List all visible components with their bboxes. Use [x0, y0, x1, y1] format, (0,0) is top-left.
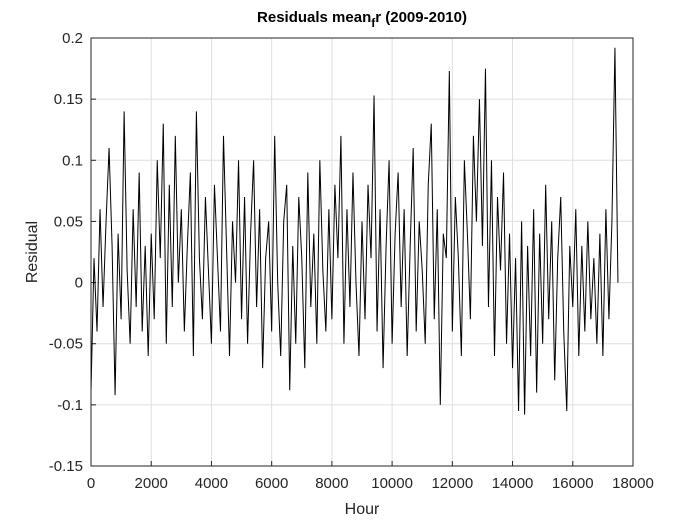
title-sub: f: [371, 16, 376, 30]
x-tick-label: 10000: [371, 475, 413, 492]
x-tick-label: 0: [87, 475, 95, 492]
data-line: [90, 47, 619, 415]
x-tick-label: 8000: [315, 475, 348, 492]
y-tick-label: 0.1: [62, 152, 83, 169]
y-tick-label: -0.1: [57, 397, 83, 414]
y-tick-label: 0: [75, 275, 83, 292]
axes-box: [90, 37, 634, 467]
x-tick-label: 4000: [195, 475, 228, 492]
y-axis-label: Residual: [24, 221, 41, 283]
title-main: Residuals mean: [257, 9, 371, 26]
y-tick-label: -0.15: [49, 458, 83, 475]
x-tick-label: 12000: [431, 475, 473, 492]
y-tick-label: 0.15: [54, 91, 83, 108]
x-tick-label: 14000: [492, 475, 534, 492]
x-tick-label: 6000: [255, 475, 288, 492]
x-tick-label: 16000: [552, 475, 594, 492]
x-tick-label: 2000: [135, 475, 168, 492]
y-tick-label: 0.05: [54, 213, 83, 230]
plot-area: [91, 38, 633, 466]
x-axis-label: Hour: [345, 501, 380, 518]
y-tick-label: -0.05: [49, 336, 83, 353]
title-rest: r (2009-2010): [375, 9, 467, 26]
chart-title: Residuals meanfr (2009-2010): [257, 9, 467, 30]
y-tick-label: 0.2: [62, 30, 83, 47]
x-tick-label: 18000: [612, 475, 654, 492]
